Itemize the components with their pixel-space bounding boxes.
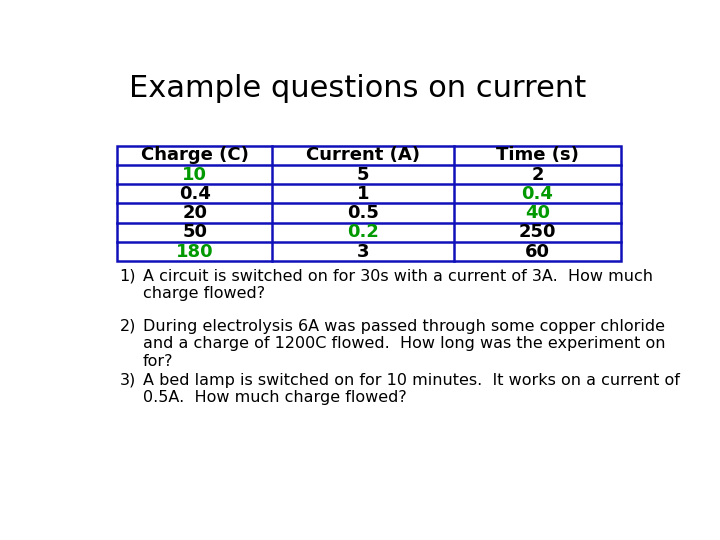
- Text: Time (s): Time (s): [496, 146, 579, 164]
- Text: 50: 50: [182, 223, 207, 241]
- Text: 0.2: 0.2: [347, 223, 379, 241]
- Text: 3: 3: [357, 242, 369, 260]
- Text: 5: 5: [357, 166, 369, 184]
- Text: 250: 250: [519, 223, 557, 241]
- Text: During electrolysis 6A was passed through some copper chloride
and a charge of 1: During electrolysis 6A was passed throug…: [143, 319, 665, 369]
- Text: 3): 3): [120, 373, 135, 388]
- Text: A bed lamp is switched on for 10 minutes.  It works on a current of
0.5A.  How m: A bed lamp is switched on for 10 minutes…: [143, 373, 680, 405]
- Text: 10: 10: [182, 166, 207, 184]
- Text: 0.4: 0.4: [521, 185, 554, 203]
- Text: 1: 1: [357, 185, 369, 203]
- Text: 1): 1): [120, 269, 136, 284]
- Text: 0.5: 0.5: [347, 204, 379, 222]
- Text: Example questions on current: Example questions on current: [129, 74, 586, 103]
- Text: 20: 20: [182, 204, 207, 222]
- Text: 0.4: 0.4: [179, 185, 210, 203]
- Text: 2: 2: [531, 166, 544, 184]
- Text: 180: 180: [176, 242, 213, 260]
- Text: A circuit is switched on for 30s with a current of 3A.  How much
charge flowed?: A circuit is switched on for 30s with a …: [143, 269, 653, 301]
- Text: Charge (C): Charge (C): [140, 146, 248, 164]
- Text: 60: 60: [525, 242, 550, 260]
- Bar: [117, 146, 621, 261]
- Text: 2): 2): [120, 319, 136, 334]
- Text: Current (A): Current (A): [306, 146, 420, 164]
- Text: 40: 40: [525, 204, 550, 222]
